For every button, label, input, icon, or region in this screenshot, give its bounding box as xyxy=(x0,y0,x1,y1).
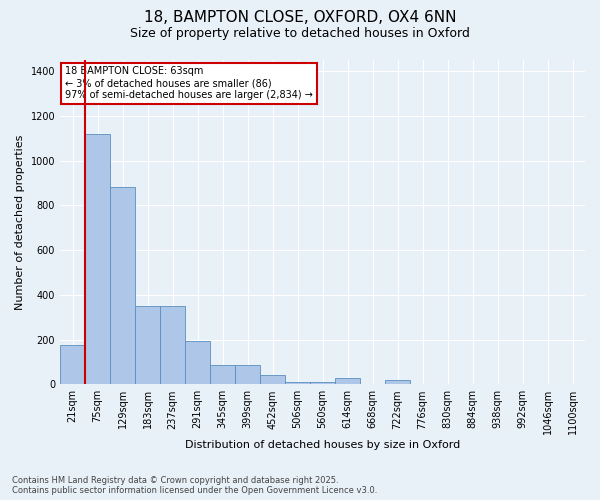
Y-axis label: Number of detached properties: Number of detached properties xyxy=(15,134,25,310)
Text: 18, BAMPTON CLOSE, OXFORD, OX4 6NN: 18, BAMPTON CLOSE, OXFORD, OX4 6NN xyxy=(144,10,456,25)
X-axis label: Distribution of detached houses by size in Oxford: Distribution of detached houses by size … xyxy=(185,440,460,450)
Bar xyxy=(385,380,410,384)
Bar xyxy=(335,378,360,384)
Bar xyxy=(210,366,235,384)
Bar xyxy=(135,306,160,384)
Bar xyxy=(110,188,135,384)
Bar xyxy=(235,366,260,384)
Bar xyxy=(185,340,210,384)
Bar xyxy=(260,376,285,384)
Text: Contains HM Land Registry data © Crown copyright and database right 2025.
Contai: Contains HM Land Registry data © Crown c… xyxy=(12,476,377,495)
Bar xyxy=(285,382,310,384)
Bar xyxy=(310,382,335,384)
Bar xyxy=(160,306,185,384)
Bar xyxy=(60,345,85,385)
Text: Size of property relative to detached houses in Oxford: Size of property relative to detached ho… xyxy=(130,28,470,40)
Bar xyxy=(85,134,110,384)
Text: 18 BAMPTON CLOSE: 63sqm
← 3% of detached houses are smaller (86)
97% of semi-det: 18 BAMPTON CLOSE: 63sqm ← 3% of detached… xyxy=(65,66,313,100)
